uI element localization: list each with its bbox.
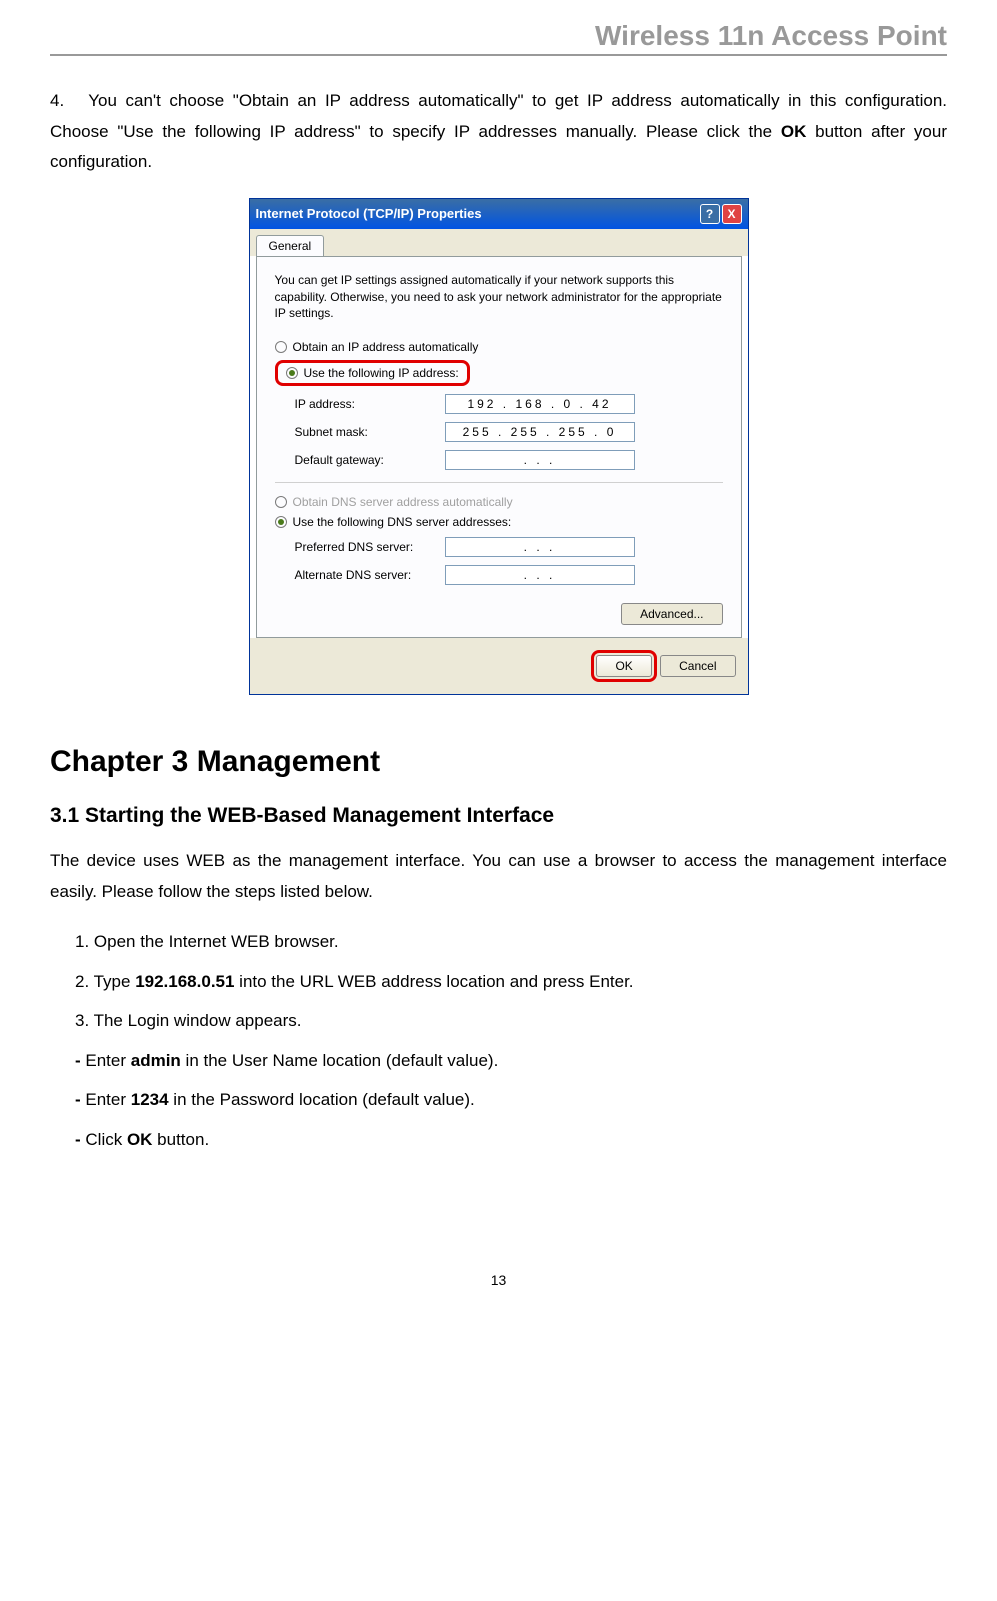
tab-general[interactable]: General xyxy=(256,235,325,256)
tab-content: You can get IP settings assigned automat… xyxy=(256,256,742,638)
highlight-ok: OK xyxy=(591,650,656,682)
text: Click xyxy=(85,1130,127,1149)
step-number: 4. xyxy=(50,86,80,117)
list-item: 2. Type 192.168.0.51 into the URL WEB ad… xyxy=(75,969,947,995)
radio-label: Obtain an IP address automatically xyxy=(293,340,479,354)
bold-text: 192.168.0.51 xyxy=(135,972,234,991)
advanced-button[interactable]: Advanced... xyxy=(621,603,722,625)
dialog-footer: OK Cancel xyxy=(250,638,748,694)
text: into the URL WEB address location and pr… xyxy=(234,972,633,991)
dash: - xyxy=(75,1051,85,1070)
radio-label: Use the following IP address: xyxy=(304,366,459,380)
list-item: 1. Open the Internet WEB browser. xyxy=(75,929,947,955)
pref-dns-input[interactable]: . . . xyxy=(445,537,635,557)
help-icon[interactable]: ? xyxy=(700,204,720,224)
list-item: - Enter admin in the User Name location … xyxy=(75,1048,947,1074)
subnet-row: Subnet mask: 255 . 255 . 255 . 0 xyxy=(295,422,723,442)
pref-dns-label: Preferred DNS server: xyxy=(295,540,445,554)
subnet-input[interactable]: 255 . 255 . 255 . 0 xyxy=(445,422,635,442)
divider xyxy=(275,482,723,483)
bold-text: 1234 xyxy=(131,1090,169,1109)
close-icon[interactable]: X xyxy=(722,204,742,224)
bold-text: OK xyxy=(127,1130,153,1149)
ip-input[interactable]: 192 . 168 . 0 . 42 xyxy=(445,394,635,414)
gateway-input[interactable]: . . . xyxy=(445,450,635,470)
radio-icon[interactable] xyxy=(286,367,298,379)
gateway-row: Default gateway: . . . xyxy=(295,450,723,470)
text: in the Password location (default value)… xyxy=(169,1090,475,1109)
ok-button[interactable]: OK xyxy=(596,655,651,677)
alt-dns-row: Alternate DNS server: . . . xyxy=(295,565,723,585)
list-item: - Enter 1234 in the Password location (d… xyxy=(75,1087,947,1113)
info-text: You can get IP settings assigned automat… xyxy=(275,272,723,322)
dialog-title: Internet Protocol (TCP/IP) Properties xyxy=(256,206,482,221)
dialog-screenshot: Internet Protocol (TCP/IP) Properties ? … xyxy=(50,198,947,695)
dialog-titlebar: Internet Protocol (TCP/IP) Properties ? … xyxy=(250,199,748,229)
radio-label: Use the following DNS server addresses: xyxy=(293,515,512,529)
gateway-label: Default gateway: xyxy=(295,453,445,467)
list-item: - Click OK button. xyxy=(75,1127,947,1153)
step-text-bold: OK xyxy=(781,122,807,141)
bold-text: admin xyxy=(131,1051,181,1070)
dash: - xyxy=(75,1130,85,1149)
alt-dns-label: Alternate DNS server: xyxy=(295,568,445,582)
radio-use-ip-row: Use the following IP address: xyxy=(275,360,723,386)
radio-icon xyxy=(275,496,287,508)
ip-address-row: IP address: 192 . 168 . 0 . 42 xyxy=(295,394,723,414)
dash: - xyxy=(75,1090,85,1109)
pref-dns-row: Preferred DNS server: . . . xyxy=(295,537,723,557)
radio-use-dns[interactable]: Use the following DNS server addresses: xyxy=(275,515,723,529)
step-4-text: 4. You can't choose "Obtain an IP addres… xyxy=(50,86,947,178)
radio-icon xyxy=(275,341,287,353)
chapter-title: Chapter 3 Management xyxy=(50,745,947,779)
text: 2. Type xyxy=(75,972,135,991)
list-item: 3. The Login window appears. xyxy=(75,1008,947,1034)
radio-icon xyxy=(275,516,287,528)
text: Enter xyxy=(85,1090,130,1109)
page-number: 13 xyxy=(50,1272,947,1288)
text: button. xyxy=(152,1130,209,1149)
radio-obtain-ip[interactable]: Obtain an IP address automatically xyxy=(275,340,723,354)
subnet-label: Subnet mask: xyxy=(295,425,445,439)
advanced-row: Advanced... xyxy=(275,603,723,625)
text: in the User Name location (default value… xyxy=(181,1051,499,1070)
section-intro: The device uses WEB as the management in… xyxy=(50,846,947,907)
highlight-use-ip: Use the following IP address: xyxy=(275,360,470,386)
text: Enter xyxy=(85,1051,130,1070)
radio-obtain-dns: Obtain DNS server address automatically xyxy=(275,495,723,509)
steps-list: 1. Open the Internet WEB browser. 2. Typ… xyxy=(50,929,947,1152)
tab-area: General xyxy=(250,229,748,256)
section-title: 3.1 Starting the WEB-Based Management In… xyxy=(50,804,947,828)
cancel-button[interactable]: Cancel xyxy=(660,655,735,677)
alt-dns-input[interactable]: . . . xyxy=(445,565,635,585)
tcpip-dialog: Internet Protocol (TCP/IP) Properties ? … xyxy=(249,198,749,695)
ip-label: IP address: xyxy=(295,397,445,411)
radio-label: Obtain DNS server address automatically xyxy=(293,495,513,509)
page-header: Wireless 11n Access Point xyxy=(50,20,947,56)
